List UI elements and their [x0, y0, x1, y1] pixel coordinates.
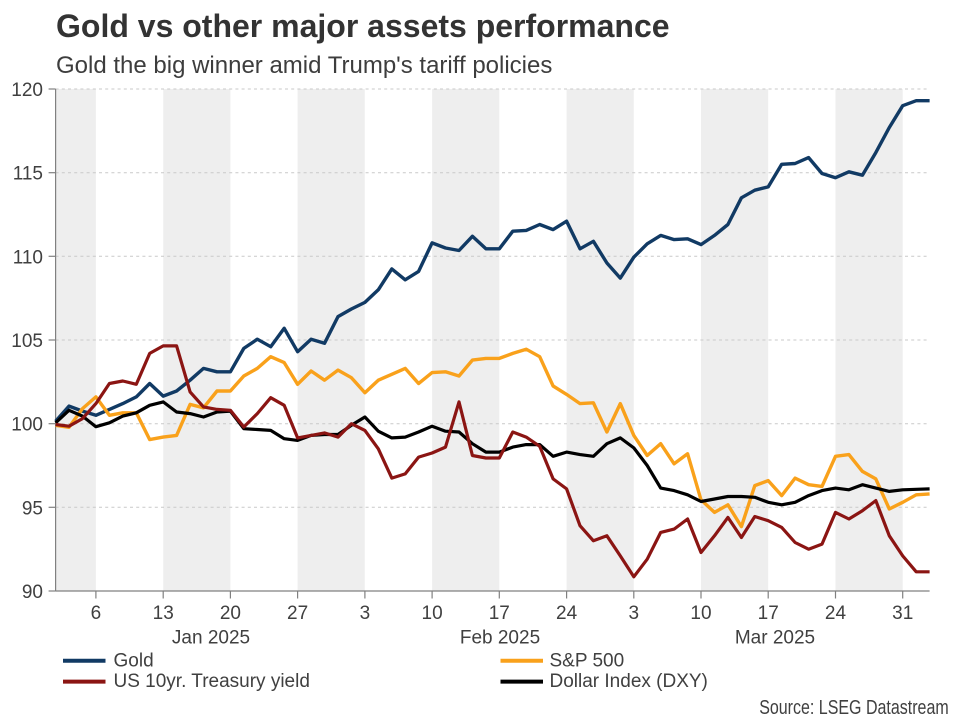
svg-text:31: 31	[892, 603, 913, 624]
svg-text:6: 6	[91, 603, 102, 624]
svg-text:3: 3	[360, 603, 371, 624]
svg-text:3: 3	[629, 603, 640, 624]
svg-text:27: 27	[287, 603, 308, 624]
svg-text:Mar 2025: Mar 2025	[735, 628, 815, 649]
svg-text:24: 24	[556, 603, 578, 624]
svg-text:Dollar Index (DXY): Dollar Index (DXY)	[550, 671, 708, 692]
svg-text:100: 100	[11, 415, 43, 436]
svg-text:Jan 2025: Jan 2025	[172, 628, 250, 649]
svg-text:90: 90	[22, 582, 43, 603]
svg-text:Feb 2025: Feb 2025	[460, 628, 540, 649]
svg-text:10: 10	[690, 603, 711, 624]
svg-text:17: 17	[489, 603, 510, 624]
svg-text:Gold: Gold	[114, 651, 154, 672]
svg-text:24: 24	[825, 603, 847, 624]
svg-text:Source: LSEG Datastream: Source: LSEG Datastream	[759, 697, 949, 719]
svg-text:120: 120	[11, 80, 43, 101]
svg-text:US 10yr. Treasury yield: US 10yr. Treasury yield	[114, 671, 310, 692]
svg-text:95: 95	[22, 498, 43, 519]
svg-text:13: 13	[153, 603, 174, 624]
svg-text:110: 110	[13, 247, 43, 268]
svg-text:115: 115	[13, 164, 43, 185]
svg-text:10: 10	[422, 603, 443, 624]
svg-text:S&P 500: S&P 500	[550, 651, 625, 672]
svg-text:17: 17	[758, 603, 779, 624]
svg-text:20: 20	[220, 603, 241, 624]
svg-text:Gold vs other major assets per: Gold vs other major assets performance	[56, 8, 670, 44]
svg-text:Gold the big winner amid Trump: Gold the big winner amid Trump's tariff …	[56, 52, 552, 79]
svg-text:105: 105	[11, 331, 43, 352]
